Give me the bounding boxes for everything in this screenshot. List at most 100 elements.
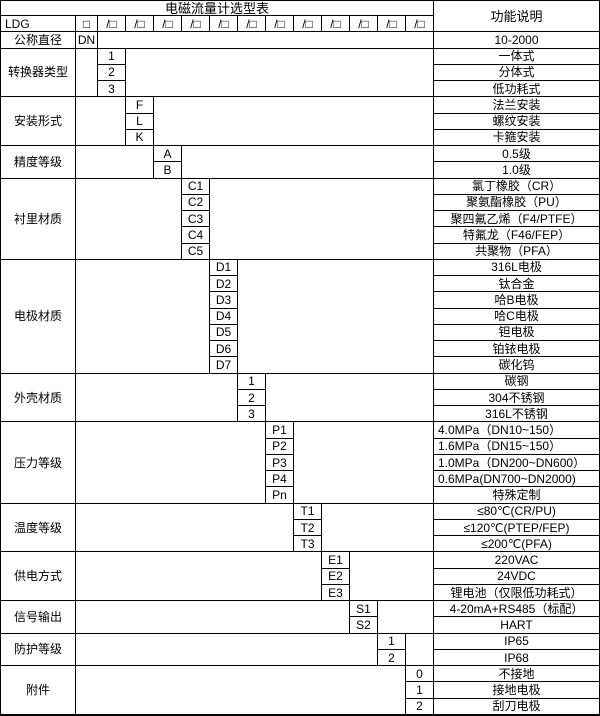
code-cell: C3 — [182, 211, 210, 228]
model-code-box: /□ — [294, 16, 322, 33]
code-cell: D5 — [210, 324, 238, 342]
code-cell: D1 — [210, 259, 238, 277]
code-cell: T2 — [294, 519, 322, 537]
lead-spacer — [76, 503, 294, 553]
function-cell: 分体式 — [434, 65, 599, 82]
function-cell: 1.0MPa（DN200~DN600） — [434, 455, 599, 472]
function-cell: 接地电极 — [434, 682, 599, 699]
lead-spacer — [76, 259, 210, 374]
function-cell: 低功耗式 — [434, 81, 599, 98]
function-cell: 哈C电极 — [434, 309, 599, 325]
function-cell: 聚氨酯橡胶（PU） — [434, 195, 599, 212]
code-cell: K — [126, 129, 154, 147]
lead-spacer — [76, 178, 182, 260]
code-cell: D6 — [210, 341, 238, 358]
function-cell: 铂铱电极 — [434, 341, 599, 358]
function-cell: IP68 — [434, 650, 599, 667]
category-label: 衬里材质 — [1, 178, 76, 260]
trail-spacer — [378, 601, 434, 634]
code-cell: 1 — [238, 373, 266, 390]
function-cell: 不接地 — [434, 666, 599, 683]
category-label: 压力等级 — [1, 422, 76, 504]
model-code-box: /□ — [350, 16, 378, 33]
code-cell: A — [154, 146, 182, 163]
function-cell: 法兰安装 — [434, 97, 599, 114]
function-cell: 钽电极 — [434, 325, 599, 342]
model-code-box: /□ — [378, 16, 406, 33]
code-cell: Pn — [266, 487, 294, 504]
category-label: 附件 — [1, 666, 76, 715]
lead-spacer — [76, 552, 322, 602]
function-column-header: 功能说明 — [434, 1, 599, 33]
function-cell: IP65 — [434, 634, 599, 650]
function-cell: 1.6MPa（DN15~150） — [434, 439, 599, 455]
model-code-box: /□ — [182, 16, 210, 33]
code-cell: P2 — [266, 438, 294, 455]
trail-spacer — [154, 97, 434, 147]
lead-spacer — [76, 601, 350, 634]
diameter-code: DN — [76, 32, 98, 49]
category-label: 精度等级 — [1, 146, 76, 179]
model-prefix: LDG — [1, 16, 76, 33]
model-digit-box: □ — [76, 16, 98, 33]
model-code-box: /□ — [322, 16, 350, 33]
trail-spacer — [294, 422, 434, 504]
trail-spacer — [406, 633, 434, 667]
code-cell: P1 — [266, 422, 294, 439]
code-cell: 1 — [98, 48, 126, 65]
lead-spacer — [76, 422, 266, 504]
code-cell: C4 — [182, 227, 210, 244]
function-cell: ≤200℃(PFA) — [434, 536, 599, 553]
function-cell: 碳化钨 — [434, 357, 599, 374]
function-cell: 一体式 — [434, 49, 599, 65]
code-cell: 0 — [406, 666, 434, 683]
function-cell: 220VAC — [434, 552, 599, 569]
trail-spacer — [182, 146, 434, 179]
diameter-function: 10-2000 — [434, 32, 599, 49]
function-cell: 哈B电极 — [434, 292, 599, 309]
code-cell: D3 — [210, 292, 238, 309]
function-cell: 316L电极 — [434, 260, 599, 277]
function-cell: 304不锈钢 — [434, 390, 599, 407]
code-cell: D7 — [210, 357, 238, 374]
table-title: 电磁流量计选型表 — [1, 1, 434, 16]
function-cell: 钛合金 — [434, 276, 599, 293]
code-cell: E2 — [322, 568, 350, 585]
function-cell: 卡箍安装 — [434, 130, 599, 147]
model-code-box: /□ — [210, 16, 238, 33]
model-code-box: /□ — [98, 16, 126, 33]
function-cell: 4.0MPa（DN10~150） — [434, 422, 599, 439]
category-label: 防护等级 — [1, 633, 76, 667]
category-label: 外壳材质 — [1, 373, 76, 423]
lead-spacer — [76, 146, 154, 179]
function-cell: 特殊定制 — [434, 487, 599, 504]
function-cell: 共聚物（PFA） — [434, 244, 599, 260]
function-cell: ≤80℃(CR/PU) — [434, 504, 599, 520]
diameter-label: 公称直径 — [1, 32, 76, 49]
function-cell: 锂电池（仅限低功耗式） — [434, 585, 599, 602]
code-cell: 2 — [238, 389, 266, 407]
trail-spacer — [266, 373, 434, 423]
code-cell: E3 — [322, 584, 350, 602]
code-cell: L — [126, 113, 154, 130]
code-cell: 1 — [406, 682, 434, 699]
function-cell: ≤120℃(PTEP/FEP) — [434, 520, 599, 537]
code-cell: C1 — [182, 178, 210, 195]
code-cell: S2 — [350, 617, 378, 634]
code-cell: D4 — [210, 308, 238, 325]
function-cell: 氯丁橡胶（CR） — [434, 179, 599, 195]
code-cell: S1 — [350, 601, 378, 618]
category-label: 转换器类型 — [1, 48, 76, 98]
function-cell: 24VDC — [434, 569, 599, 585]
trail-spacer — [210, 178, 434, 260]
function-cell: HART — [434, 617, 599, 634]
code-cell: C5 — [182, 243, 210, 260]
code-cell: T1 — [294, 503, 322, 520]
function-cell: 316L不锈钢 — [434, 406, 599, 423]
function-cell: 1.0级 — [434, 162, 599, 179]
lead-spacer — [76, 666, 406, 715]
function-cell: 0.5级 — [434, 146, 599, 163]
function-cell: 聚四氟乙烯（F4/PTFE） — [434, 211, 599, 228]
category-label: 供电方式 — [1, 552, 76, 602]
